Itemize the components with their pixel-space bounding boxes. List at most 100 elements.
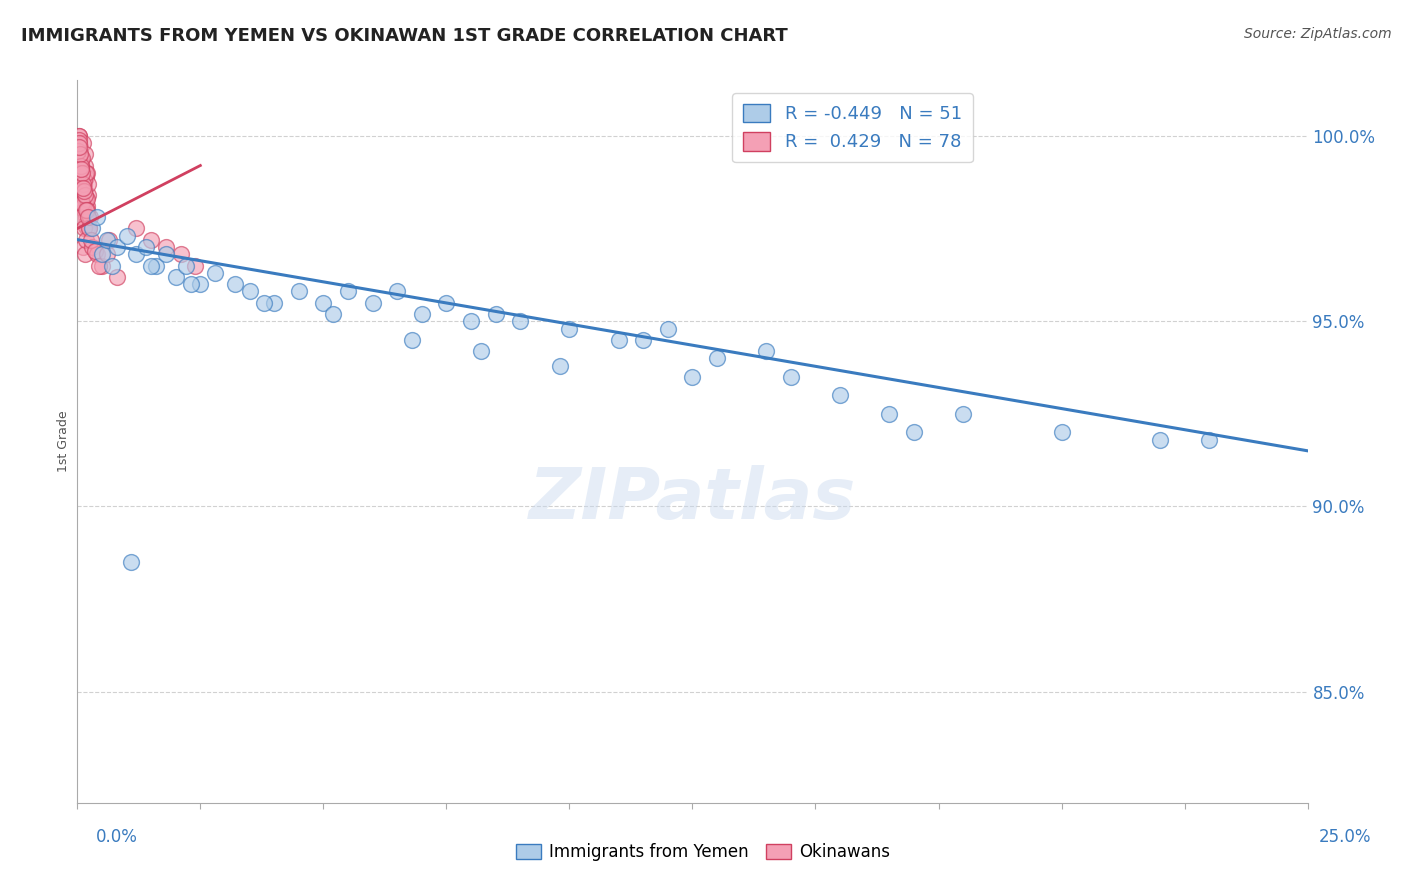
Point	[75, 192, 97, 206]
Point	[70, 211, 93, 225]
Point	[509, 314, 531, 328]
Point	[98, 233, 121, 247]
Point	[86, 211, 108, 225]
Point	[903, 425, 925, 440]
Point	[73, 185, 96, 199]
Point	[115, 228, 138, 243]
Point	[77, 188, 100, 202]
Point	[96, 247, 118, 261]
Point	[548, 359, 571, 373]
Point	[224, 277, 246, 291]
Point	[75, 218, 97, 232]
Point	[73, 180, 96, 194]
Point	[411, 307, 433, 321]
Point	[125, 221, 148, 235]
Point	[105, 269, 128, 284]
Point	[69, 159, 91, 173]
Point	[322, 307, 344, 321]
Point	[73, 202, 96, 217]
Text: IMMIGRANTS FROM YEMEN VS OKINAWAN 1ST GRADE CORRELATION CHART: IMMIGRANTS FROM YEMEN VS OKINAWAN 1ST GR…	[21, 27, 787, 45]
Point	[1198, 433, 1220, 447]
Point	[67, 140, 90, 154]
Point	[145, 259, 167, 273]
Point	[79, 211, 101, 225]
Point	[70, 154, 93, 169]
Point	[253, 295, 276, 310]
Text: Source: ZipAtlas.com: Source: ZipAtlas.com	[1244, 27, 1392, 41]
Point	[73, 188, 96, 202]
Point	[72, 136, 94, 151]
Point	[72, 185, 94, 199]
Point	[952, 407, 974, 421]
Point	[89, 259, 111, 273]
Point	[204, 266, 226, 280]
Point	[69, 154, 91, 169]
Point	[76, 192, 98, 206]
Point	[706, 351, 728, 366]
Point	[361, 295, 384, 310]
Point	[75, 247, 97, 261]
Point	[830, 388, 852, 402]
Point	[77, 221, 100, 235]
Point	[70, 185, 93, 199]
Point	[633, 333, 655, 347]
Point	[69, 159, 91, 173]
Point	[75, 166, 97, 180]
Point	[75, 202, 97, 217]
Point	[70, 151, 93, 165]
Point	[72, 240, 94, 254]
Point	[165, 269, 187, 284]
Point	[70, 195, 93, 210]
Text: ZIPatlas: ZIPatlas	[529, 465, 856, 533]
Point	[121, 555, 143, 569]
Point	[460, 314, 482, 328]
Point	[780, 369, 803, 384]
Point	[75, 169, 97, 184]
Point	[72, 195, 94, 210]
Point	[70, 162, 93, 177]
Point	[755, 343, 778, 358]
Point	[879, 407, 901, 421]
Point	[83, 244, 105, 258]
Point	[188, 277, 212, 291]
Point	[77, 211, 100, 225]
Point	[67, 136, 90, 151]
Point	[82, 221, 104, 235]
Point	[76, 221, 98, 235]
Point	[239, 285, 262, 299]
Point	[105, 240, 128, 254]
Point	[76, 199, 98, 213]
Point	[67, 132, 90, 146]
Point	[96, 233, 118, 247]
Point	[73, 147, 96, 161]
Point	[125, 247, 148, 261]
Point	[101, 259, 124, 273]
Point	[70, 169, 93, 184]
Legend: R = -0.449   N = 51, R =  0.429   N = 78: R = -0.449 N = 51, R = 0.429 N = 78	[733, 93, 973, 162]
Point	[312, 295, 335, 310]
Point	[141, 233, 163, 247]
Point	[75, 211, 97, 225]
Point	[72, 180, 94, 194]
Point	[67, 144, 90, 158]
Point	[75, 233, 97, 247]
Point	[657, 321, 679, 335]
Point	[69, 173, 91, 187]
Point	[70, 166, 93, 180]
Point	[170, 247, 193, 261]
Point	[75, 192, 97, 206]
Point	[76, 202, 98, 217]
Point	[67, 147, 90, 161]
Point	[70, 166, 93, 180]
Point	[90, 247, 114, 261]
Point	[67, 136, 90, 151]
Point	[180, 277, 202, 291]
Point	[385, 285, 409, 299]
Point	[76, 166, 98, 180]
Point	[141, 259, 163, 273]
Point	[184, 259, 207, 273]
Point	[401, 333, 423, 347]
Point	[69, 140, 91, 154]
Text: 0.0%: 0.0%	[96, 828, 138, 846]
Point	[155, 240, 177, 254]
